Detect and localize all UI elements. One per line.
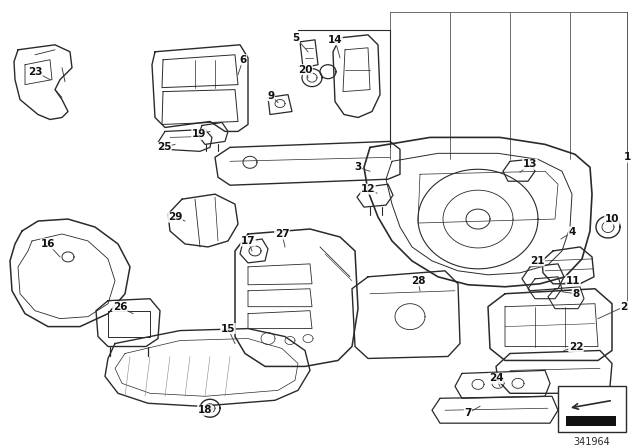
Text: 9: 9: [268, 90, 275, 101]
Text: 17: 17: [241, 236, 255, 246]
Text: 23: 23: [28, 67, 42, 77]
Text: 11: 11: [566, 276, 580, 286]
Text: 7: 7: [464, 408, 472, 418]
Text: 10: 10: [605, 214, 620, 224]
Text: 27: 27: [275, 229, 289, 239]
Text: 25: 25: [157, 142, 172, 152]
Text: 14: 14: [328, 35, 342, 45]
Text: 3: 3: [355, 162, 362, 172]
Text: 2: 2: [620, 302, 628, 312]
Text: 22: 22: [569, 341, 583, 352]
Text: 18: 18: [198, 405, 212, 415]
Text: 5: 5: [292, 33, 300, 43]
Text: 13: 13: [523, 159, 537, 169]
Text: 28: 28: [411, 276, 425, 286]
Text: 29: 29: [168, 212, 182, 222]
Text: 6: 6: [239, 55, 246, 65]
Text: 19: 19: [192, 129, 206, 139]
Text: 15: 15: [221, 323, 236, 334]
Text: 24: 24: [489, 373, 503, 383]
FancyBboxPatch shape: [558, 386, 626, 432]
Text: 21: 21: [530, 256, 544, 266]
Text: 26: 26: [113, 302, 127, 312]
Text: 12: 12: [361, 184, 375, 194]
Text: 8: 8: [572, 289, 580, 299]
Text: 16: 16: [41, 239, 55, 249]
Text: 1: 1: [623, 152, 630, 162]
Text: 20: 20: [298, 65, 312, 75]
Text: 4: 4: [568, 227, 576, 237]
FancyBboxPatch shape: [566, 416, 616, 426]
Text: 341964: 341964: [573, 437, 611, 447]
